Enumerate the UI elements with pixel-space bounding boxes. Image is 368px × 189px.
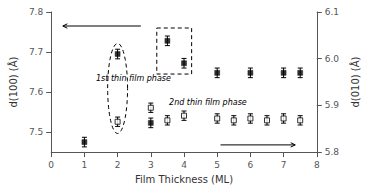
svg-text:6: 6 [248, 160, 254, 170]
svg-text:8: 8 [314, 160, 320, 170]
svg-text:5.9: 5.9 [325, 100, 340, 110]
svg-text:4: 4 [181, 160, 187, 170]
svg-text:2: 2 [115, 160, 121, 170]
svg-text:3: 3 [148, 160, 154, 170]
svg-text:5: 5 [214, 160, 220, 170]
svg-text:7.8: 7.8 [29, 7, 44, 17]
svg-text:Film Thickness (ML): Film Thickness (ML) [135, 174, 233, 185]
svg-text:7.6: 7.6 [29, 87, 44, 97]
svg-text:6.1: 6.1 [325, 7, 339, 17]
svg-text:d(100) (Å): d(100) (Å) [7, 56, 19, 107]
svg-text:7.7: 7.7 [29, 47, 43, 57]
svg-text:0: 0 [48, 160, 54, 170]
svg-text:7: 7 [281, 160, 287, 170]
svg-text:6.0: 6.0 [325, 54, 340, 64]
svg-text:7.5: 7.5 [29, 127, 43, 137]
svg-text:5.8: 5.8 [325, 147, 340, 157]
svg-text:2nd thin film phase: 2nd thin film phase [169, 98, 247, 107]
svg-text:d(010) (Å): d(010) (Å) [349, 56, 361, 107]
svg-text:1: 1 [82, 160, 88, 170]
svg-text:1st thin film phase: 1st thin film phase [96, 74, 171, 83]
